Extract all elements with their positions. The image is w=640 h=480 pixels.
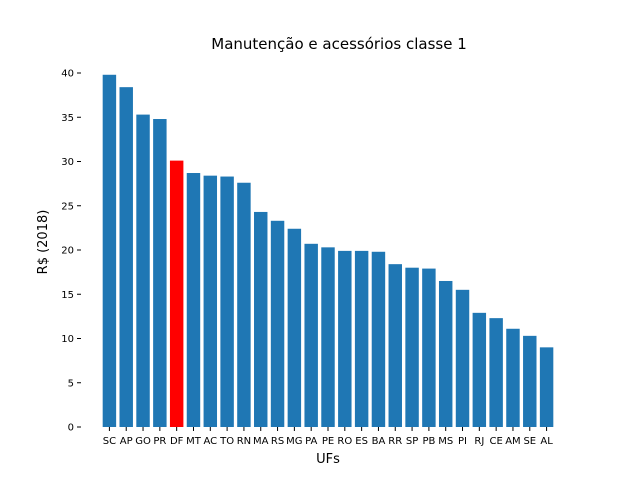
y-axis-label: R$ (2018) [36, 210, 51, 275]
x-tick-label-ac: AC [203, 436, 217, 447]
x-tick-label-es: ES [355, 436, 368, 447]
y-tick-label: 10 [61, 334, 74, 345]
x-tick-label-al: AL [540, 436, 553, 447]
x-tick-label-mt: MT [186, 436, 202, 447]
bar-pa [304, 243, 318, 427]
bar-pi [455, 289, 470, 427]
bar-ce [489, 318, 503, 427]
x-tick-label-se: SE [523, 436, 536, 447]
bar-ba [371, 251, 386, 427]
x-tick-label-df: DF [170, 436, 184, 447]
x-tick-label-ro: RO [337, 436, 352, 447]
x-tick-label-sc: SC [103, 436, 116, 447]
bar-df [169, 160, 184, 428]
bar-ms [438, 280, 453, 427]
bar-mt [186, 173, 201, 427]
bars-group [102, 74, 554, 428]
x-tick-label-ba: BA [372, 436, 386, 447]
bar-sc [102, 74, 117, 428]
x-tick-label-to: TO [219, 436, 234, 447]
x-tick-label-go: GO [135, 436, 151, 447]
y-tick-label: 35 [61, 113, 74, 124]
x-tick-label-ms: MS [438, 436, 453, 447]
bar-ma [254, 211, 268, 427]
x-tick-label-pe: PE [322, 436, 334, 447]
bar-pr [153, 119, 167, 428]
y-tick-label: 25 [61, 201, 74, 212]
x-tick-label-pb: PB [422, 436, 435, 447]
y-tick-label: 15 [61, 290, 74, 301]
y-axis: 0 5 10 15 20 25 30 35 40 [61, 69, 81, 434]
bar-ac [203, 175, 218, 427]
bar-to [220, 176, 234, 427]
x-tick-label-rr: RR [388, 436, 402, 447]
x-tick-label-ap: AP [120, 436, 133, 447]
bar-rj [472, 312, 487, 427]
y-tick-label: 5 [68, 378, 74, 389]
x-tick-label-ce: CE [489, 436, 502, 447]
bar-ap [119, 87, 133, 427]
x-tick-label-pa: PA [305, 436, 317, 447]
bar-se [523, 335, 537, 427]
y-tick-label: 40 [61, 69, 74, 80]
bar-rn [237, 182, 251, 427]
bar-mg [287, 228, 302, 427]
chart-title: Manutenção e acessórios classe 1 [211, 35, 467, 53]
x-tick-label-ma: MA [253, 436, 269, 447]
y-tick-label: 0 [68, 423, 74, 434]
x-tick-label-sp: SP [406, 436, 418, 447]
x-tick-label-am: AM [505, 436, 520, 447]
bar-ro [338, 250, 352, 427]
x-axis-label: UFs [316, 452, 340, 467]
bar-rr [388, 264, 402, 427]
x-tick-label-mg: MG [286, 436, 302, 447]
bar-pe [321, 247, 335, 427]
y-tick-label: 20 [61, 246, 74, 257]
bar-pb [422, 268, 436, 427]
bar-sp [405, 267, 419, 427]
x-tick-label-rn: RN [237, 436, 251, 447]
bar-rs [270, 220, 285, 427]
bar-al [539, 347, 554, 427]
x-tick-label-pi: PI [458, 436, 467, 447]
x-tick-label-rj: RJ [474, 436, 484, 447]
y-tick-label: 30 [61, 157, 74, 168]
bar-es [354, 250, 369, 427]
x-axis: SC AP GO PR DF MT AC TO RN MA RS MG PA PE RO ES BA RR SP PB… [103, 427, 553, 447]
x-tick-label-pr: PR [153, 436, 166, 447]
bar-am [506, 328, 520, 427]
bar-go [136, 114, 150, 427]
x-tick-label-rs: RS [271, 436, 284, 447]
